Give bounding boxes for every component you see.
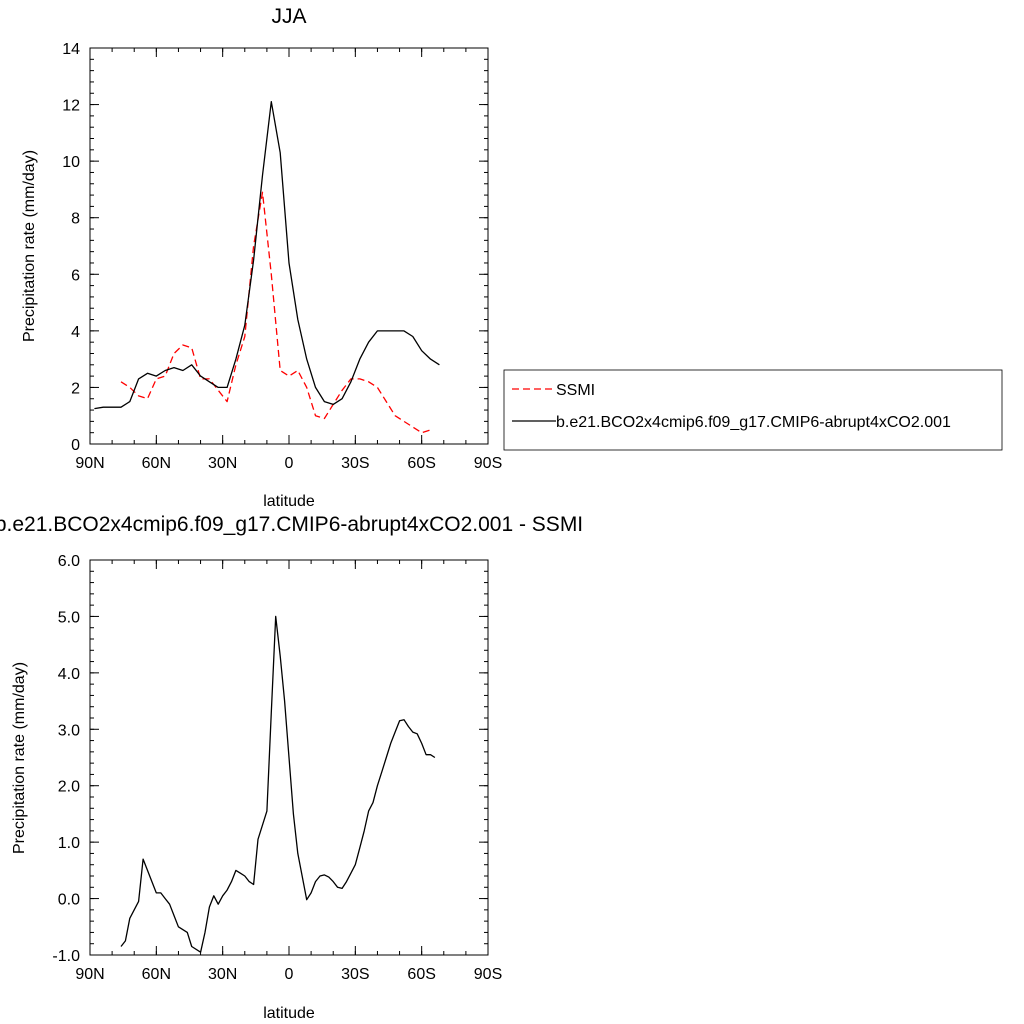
bottom-y-axis-label: Precipitation rate (mm/day): [11, 662, 28, 854]
x-tick-label: 0: [285, 455, 294, 472]
legend: SSMI b.e21.BCO2x4cmip6.f09_g17.CMIP6-abr…: [503, 369, 1003, 451]
y-tick-label: 4: [71, 324, 80, 341]
y-tick-label: 14: [62, 41, 80, 58]
y-tick-label: 0: [71, 437, 80, 454]
bottom-chart-panel: b.e21.BCO2x4cmip6.f09_g17.CMIP6-abrupt4x…: [0, 513, 583, 1022]
x-tick-label: 30S: [341, 966, 369, 983]
x-tick-label: 30N: [208, 966, 237, 983]
y-tick-label: 2: [71, 380, 80, 397]
top-chart-title: JJA: [271, 5, 306, 28]
y-tick-label: 0.0: [58, 892, 80, 909]
bottom-x-ticks: 90N 60N 30N 0 30S 60S 90S: [75, 560, 502, 983]
x-tick-label: 60N: [142, 455, 171, 472]
y-tick-label: 6.0: [58, 553, 80, 570]
top-series: [94, 101, 440, 434]
top-x-ticks: 90N 60N 30N 0 30S 60S 90S: [75, 48, 502, 472]
bottom-chart-title: b.e21.BCO2x4cmip6.f09_g17.CMIP6-abrupt4x…: [0, 513, 583, 536]
top-y-ticks: 0 2 4 6 8 10 12 14: [62, 41, 488, 454]
bottom-series: [120, 615, 436, 953]
top-chart-panel: JJA 0 2 4 6 8 10 12 14 90N 60N 30N 0 30S 60S 90S lati…: [21, 5, 502, 510]
x-tick-label: 90N: [75, 966, 104, 983]
y-tick-label: 1.0: [58, 835, 80, 852]
top-y-axis-label: Precipitation rate (mm/day): [21, 150, 38, 342]
top-plot-frame: [89, 47, 489, 445]
series-line-difference: [120, 615, 436, 953]
x-tick-label: 0: [285, 966, 294, 983]
y-tick-label: 3.0: [58, 722, 80, 739]
y-tick-label: 2.0: [58, 779, 80, 796]
y-tick-label: -1.0: [52, 948, 80, 965]
x-tick-label: 30S: [341, 455, 369, 472]
x-tick-label: 60S: [407, 966, 435, 983]
y-tick-label: 6: [71, 267, 80, 284]
y-tick-label: 12: [62, 98, 80, 115]
y-tick-label: 4.0: [58, 666, 80, 683]
top-x-axis-label: latitude: [263, 493, 315, 510]
legend-label-model: b.e21.BCO2x4cmip6.f09_g17.CMIP6-abrupt4x…: [556, 414, 951, 431]
legend-label-ssmi: SSMI: [556, 382, 595, 399]
x-tick-label: 90N: [75, 455, 104, 472]
y-tick-label: 8: [71, 211, 80, 228]
series-line-ssmi: [120, 191, 431, 434]
x-tick-label: 90S: [474, 455, 502, 472]
y-tick-label: 5.0: [58, 609, 80, 626]
x-tick-label: 30N: [208, 455, 237, 472]
x-tick-label: 60S: [407, 455, 435, 472]
legend-box: [503, 369, 1003, 451]
series-line-b-e21-bco2x4cmip6-f09-g17-cmip6-abrupt4xco2-001: [94, 101, 440, 410]
bottom-x-axis-label: latitude: [263, 1005, 315, 1022]
y-tick-label: 10: [62, 154, 80, 171]
x-tick-label: 60N: [142, 966, 171, 983]
bottom-y-ticks: -1.0 0.0 1.0 2.0 3.0 4.0 5.0 6.0: [52, 553, 488, 965]
x-tick-label: 90S: [474, 966, 502, 983]
